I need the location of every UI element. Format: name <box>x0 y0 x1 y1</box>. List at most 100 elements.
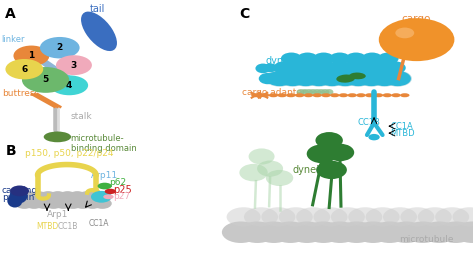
Circle shape <box>435 207 469 227</box>
Circle shape <box>341 61 365 75</box>
Circle shape <box>79 191 96 201</box>
Ellipse shape <box>326 144 354 161</box>
Circle shape <box>292 71 319 86</box>
Circle shape <box>331 207 365 227</box>
Ellipse shape <box>301 89 309 95</box>
Circle shape <box>321 221 359 243</box>
Circle shape <box>222 221 260 243</box>
Circle shape <box>261 207 295 227</box>
Circle shape <box>10 185 29 196</box>
Ellipse shape <box>312 93 322 97</box>
Circle shape <box>15 198 34 209</box>
Circle shape <box>365 207 400 227</box>
Circle shape <box>318 70 346 87</box>
Circle shape <box>358 71 385 86</box>
Circle shape <box>418 207 452 227</box>
Ellipse shape <box>304 93 313 97</box>
Ellipse shape <box>50 75 88 95</box>
Circle shape <box>313 53 334 64</box>
Text: MTBD: MTBD <box>36 222 58 231</box>
Circle shape <box>44 198 63 209</box>
Text: CC1B: CC1B <box>58 222 79 231</box>
Text: tail: tail <box>90 4 105 14</box>
Circle shape <box>346 53 366 64</box>
Ellipse shape <box>349 73 366 79</box>
Circle shape <box>319 71 345 86</box>
Text: microtubule-: microtubule- <box>71 134 124 143</box>
Circle shape <box>357 70 386 87</box>
Text: C: C <box>239 7 250 21</box>
Ellipse shape <box>248 148 274 164</box>
Ellipse shape <box>259 73 277 84</box>
Ellipse shape <box>325 89 333 95</box>
Text: 5: 5 <box>43 75 49 85</box>
Circle shape <box>25 198 44 209</box>
Circle shape <box>306 71 332 86</box>
Circle shape <box>355 61 379 75</box>
Ellipse shape <box>295 93 304 97</box>
Ellipse shape <box>309 89 317 95</box>
Ellipse shape <box>269 93 278 97</box>
Circle shape <box>279 70 307 87</box>
Text: cargo adapter: cargo adapter <box>242 88 305 97</box>
Ellipse shape <box>103 194 114 199</box>
Circle shape <box>279 207 313 227</box>
Circle shape <box>368 61 392 75</box>
Ellipse shape <box>105 189 116 194</box>
Ellipse shape <box>307 144 337 163</box>
Ellipse shape <box>374 93 383 97</box>
Ellipse shape <box>286 93 296 97</box>
Circle shape <box>297 53 318 64</box>
Text: buttress: buttress <box>2 89 39 98</box>
Text: Arp1: Arp1 <box>47 210 68 219</box>
Text: p25: p25 <box>113 184 132 194</box>
Ellipse shape <box>40 37 80 58</box>
Ellipse shape <box>392 93 401 97</box>
Text: Arp11: Arp11 <box>91 171 118 180</box>
Circle shape <box>20 191 37 201</box>
Circle shape <box>337 221 375 243</box>
Ellipse shape <box>277 93 287 97</box>
Ellipse shape <box>317 89 325 95</box>
Ellipse shape <box>337 75 355 83</box>
Circle shape <box>371 221 409 243</box>
Circle shape <box>395 28 414 38</box>
Text: microtubule: microtubule <box>399 235 453 244</box>
Ellipse shape <box>251 93 261 97</box>
Circle shape <box>244 207 278 227</box>
Circle shape <box>49 191 66 201</box>
Circle shape <box>404 221 442 243</box>
Ellipse shape <box>321 93 331 97</box>
Ellipse shape <box>313 89 321 95</box>
Ellipse shape <box>365 93 374 97</box>
Circle shape <box>313 207 347 227</box>
Text: p62: p62 <box>109 177 127 187</box>
Circle shape <box>384 71 411 86</box>
Ellipse shape <box>5 59 43 79</box>
Ellipse shape <box>7 194 22 208</box>
Ellipse shape <box>321 89 329 95</box>
Circle shape <box>305 70 333 87</box>
Text: dynactin: dynactin <box>265 56 308 66</box>
Circle shape <box>368 134 380 140</box>
Circle shape <box>287 61 310 75</box>
Text: 4: 4 <box>66 81 73 90</box>
Ellipse shape <box>339 93 348 97</box>
Circle shape <box>73 198 92 209</box>
Circle shape <box>362 53 383 64</box>
Circle shape <box>345 71 372 86</box>
Circle shape <box>272 221 310 243</box>
Text: binding domain: binding domain <box>71 144 137 153</box>
Ellipse shape <box>257 161 283 177</box>
Ellipse shape <box>239 164 268 181</box>
Ellipse shape <box>13 46 49 66</box>
Circle shape <box>344 70 373 87</box>
Text: 6: 6 <box>21 65 27 74</box>
Circle shape <box>301 61 324 75</box>
Circle shape <box>292 70 320 87</box>
Circle shape <box>255 221 293 243</box>
Ellipse shape <box>305 89 313 95</box>
Text: 2: 2 <box>57 43 63 52</box>
Ellipse shape <box>347 93 357 97</box>
Circle shape <box>88 191 105 201</box>
